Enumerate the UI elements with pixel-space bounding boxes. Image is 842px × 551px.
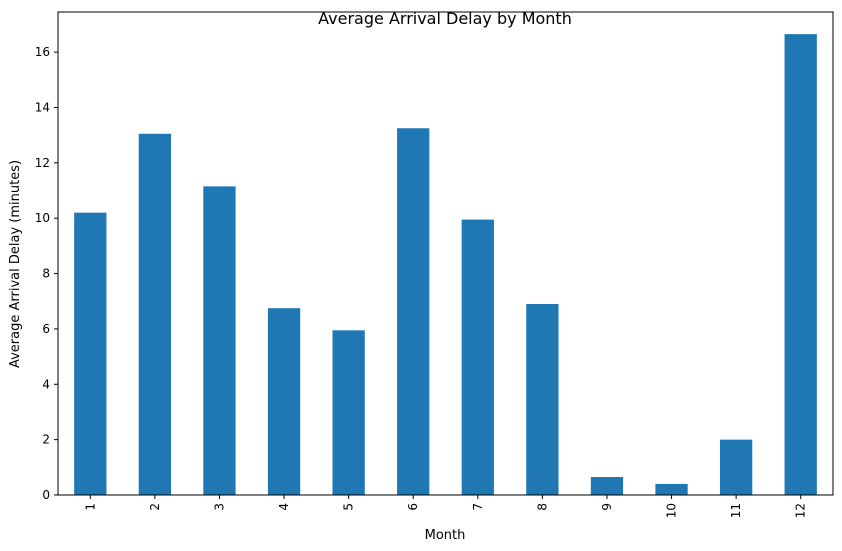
bar-month-7 [461,219,494,495]
x-tick-label: 7 [471,503,485,511]
x-tick-label: 11 [729,503,743,518]
chart-title: Average Arrival Delay by Month [318,9,572,28]
x-tick-label: 5 [342,503,356,511]
bar-month-4 [267,308,301,495]
x-tick-label: 2 [148,503,162,511]
y-tick-label: 4 [42,377,50,391]
x-tick-label: 12 [794,503,808,518]
bar-month-8 [526,304,559,495]
x-tick-label: 1 [83,503,97,511]
x-axis-label: Month [425,528,466,543]
y-tick-label: 2 [42,433,50,447]
x-tick-label: 4 [277,503,291,511]
bar-month-2 [138,133,172,496]
x-tick-label: 8 [535,503,549,511]
y-tick-label: 12 [35,156,50,170]
y-tick-label: 6 [42,322,50,336]
bar-month-1 [74,212,107,496]
bar-month-11 [719,439,753,495]
plot-frame [57,11,834,496]
bar-month-6 [397,128,430,495]
x-tick-label: 3 [212,503,226,511]
bar-month-10 [655,483,688,495]
bars-layer [74,34,817,496]
y-axis-label: Average Arrival Delay (minutes) [8,160,23,368]
y-tick-label: 14 [35,100,50,114]
x-tick-label: 10 [665,503,679,518]
bar-month-9 [590,477,624,495]
y-tick-label: 10 [35,211,50,225]
x-tick-label: 9 [600,503,614,511]
y-tick-label: 16 [35,45,50,59]
bar-month-12 [784,34,817,495]
y-tick-label: 0 [42,488,50,502]
y-axis: 0 2 4 6 8 10 12 14 16 [35,45,58,502]
bar-month-3 [203,186,236,495]
y-tick-label: 8 [42,267,50,281]
x-tick-label: 6 [406,503,420,511]
bar-month-5 [332,330,365,495]
x-axis: 1 2 3 4 5 6 7 8 9 10 11 12 [83,495,808,518]
